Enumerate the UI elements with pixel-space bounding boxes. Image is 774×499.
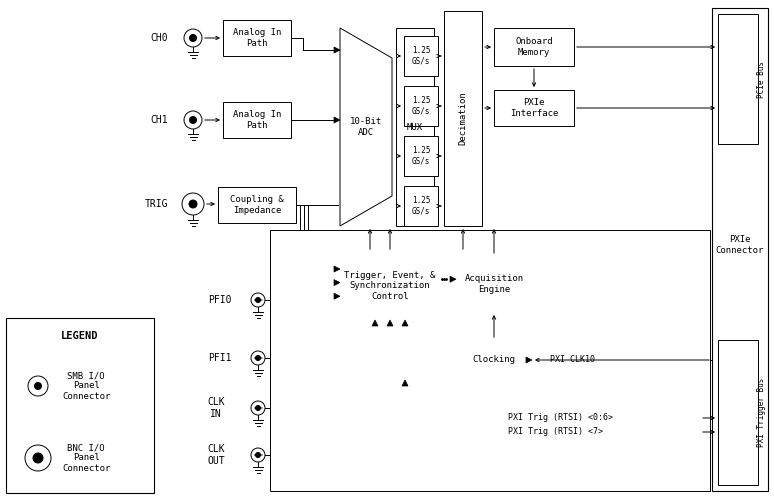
Text: CH0: CH0 (150, 33, 168, 43)
Bar (718, 340, 758, 485)
Bar (494, 90, 574, 126)
Text: PXIe
Connector: PXIe Connector (716, 236, 764, 254)
Text: PXI CLK10: PXI CLK10 (550, 355, 595, 364)
Text: CH1: CH1 (150, 115, 168, 125)
Text: BNC I/O
Panel
Connector: BNC I/O Panel Connector (62, 443, 111, 473)
Text: CLK
IN: CLK IN (207, 397, 225, 419)
Text: MUX: MUX (407, 122, 423, 132)
Bar (340, 252, 440, 320)
Text: SMB I/O
Panel
Connector: SMB I/O Panel Connector (62, 371, 111, 401)
Polygon shape (334, 293, 340, 299)
Text: LEGEND: LEGEND (61, 331, 99, 341)
Text: Onboard
Memory: Onboard Memory (515, 37, 553, 57)
Text: PXI Trig (RTSI) <0:6>: PXI Trig (RTSI) <0:6> (508, 414, 613, 423)
Text: Acquisition
Engine: Acquisition Engine (464, 274, 523, 294)
Circle shape (35, 383, 42, 390)
Text: Clocking: Clocking (472, 355, 515, 364)
Polygon shape (402, 320, 408, 326)
Bar (456, 340, 532, 380)
Bar (6, 318, 154, 493)
Bar (223, 20, 291, 56)
Bar (456, 256, 532, 312)
Text: 1.25
GS/s: 1.25 GS/s (412, 46, 430, 66)
Circle shape (255, 297, 261, 302)
Polygon shape (372, 320, 378, 326)
Bar (396, 28, 434, 226)
Bar (444, 11, 482, 226)
Text: Analog In
Path: Analog In Path (233, 110, 281, 130)
Text: TRIG: TRIG (145, 199, 168, 209)
Polygon shape (334, 47, 340, 53)
Text: PCIe Bus: PCIe Bus (756, 60, 765, 97)
Text: Coupling &
Impedance: Coupling & Impedance (230, 195, 284, 215)
Text: PXI Trig (RTSI) <7>: PXI Trig (RTSI) <7> (508, 428, 603, 437)
Polygon shape (526, 357, 532, 363)
Text: 10-Bit
ADC: 10-Bit ADC (350, 117, 382, 137)
Bar (270, 230, 710, 491)
Polygon shape (334, 279, 340, 285)
Circle shape (255, 355, 261, 360)
Text: Analog In
Path: Analog In Path (233, 28, 281, 48)
Polygon shape (340, 28, 392, 226)
Bar (218, 187, 296, 223)
Bar (404, 136, 438, 176)
Circle shape (255, 406, 261, 411)
Text: Trigger, Event, &
Synchronization
Control: Trigger, Event, & Synchronization Contro… (344, 271, 436, 301)
Bar (223, 102, 291, 138)
Circle shape (255, 453, 261, 458)
Polygon shape (334, 117, 340, 123)
Polygon shape (334, 266, 340, 272)
Text: PXIe
Interface: PXIe Interface (510, 98, 558, 118)
Text: CLK
OUT: CLK OUT (207, 444, 225, 466)
Polygon shape (402, 380, 408, 386)
Text: 1.25
GS/s: 1.25 GS/s (412, 146, 430, 166)
Circle shape (33, 453, 43, 463)
Bar (404, 36, 438, 76)
Text: PFI0: PFI0 (208, 295, 232, 305)
Bar (718, 14, 758, 144)
Polygon shape (387, 320, 393, 326)
Text: 1.25
GS/s: 1.25 GS/s (412, 96, 430, 116)
Bar (404, 86, 438, 126)
Text: PXI Trigger Bus: PXI Trigger Bus (756, 378, 765, 447)
Text: 1.25
GS/s: 1.25 GS/s (412, 196, 430, 216)
Text: PFI1: PFI1 (208, 353, 232, 363)
Circle shape (190, 34, 197, 41)
Text: Decimation: Decimation (458, 92, 467, 145)
Bar (494, 28, 574, 66)
Bar (404, 186, 438, 226)
Circle shape (190, 116, 197, 123)
Polygon shape (450, 276, 456, 282)
Bar (712, 8, 768, 491)
Circle shape (189, 200, 197, 208)
